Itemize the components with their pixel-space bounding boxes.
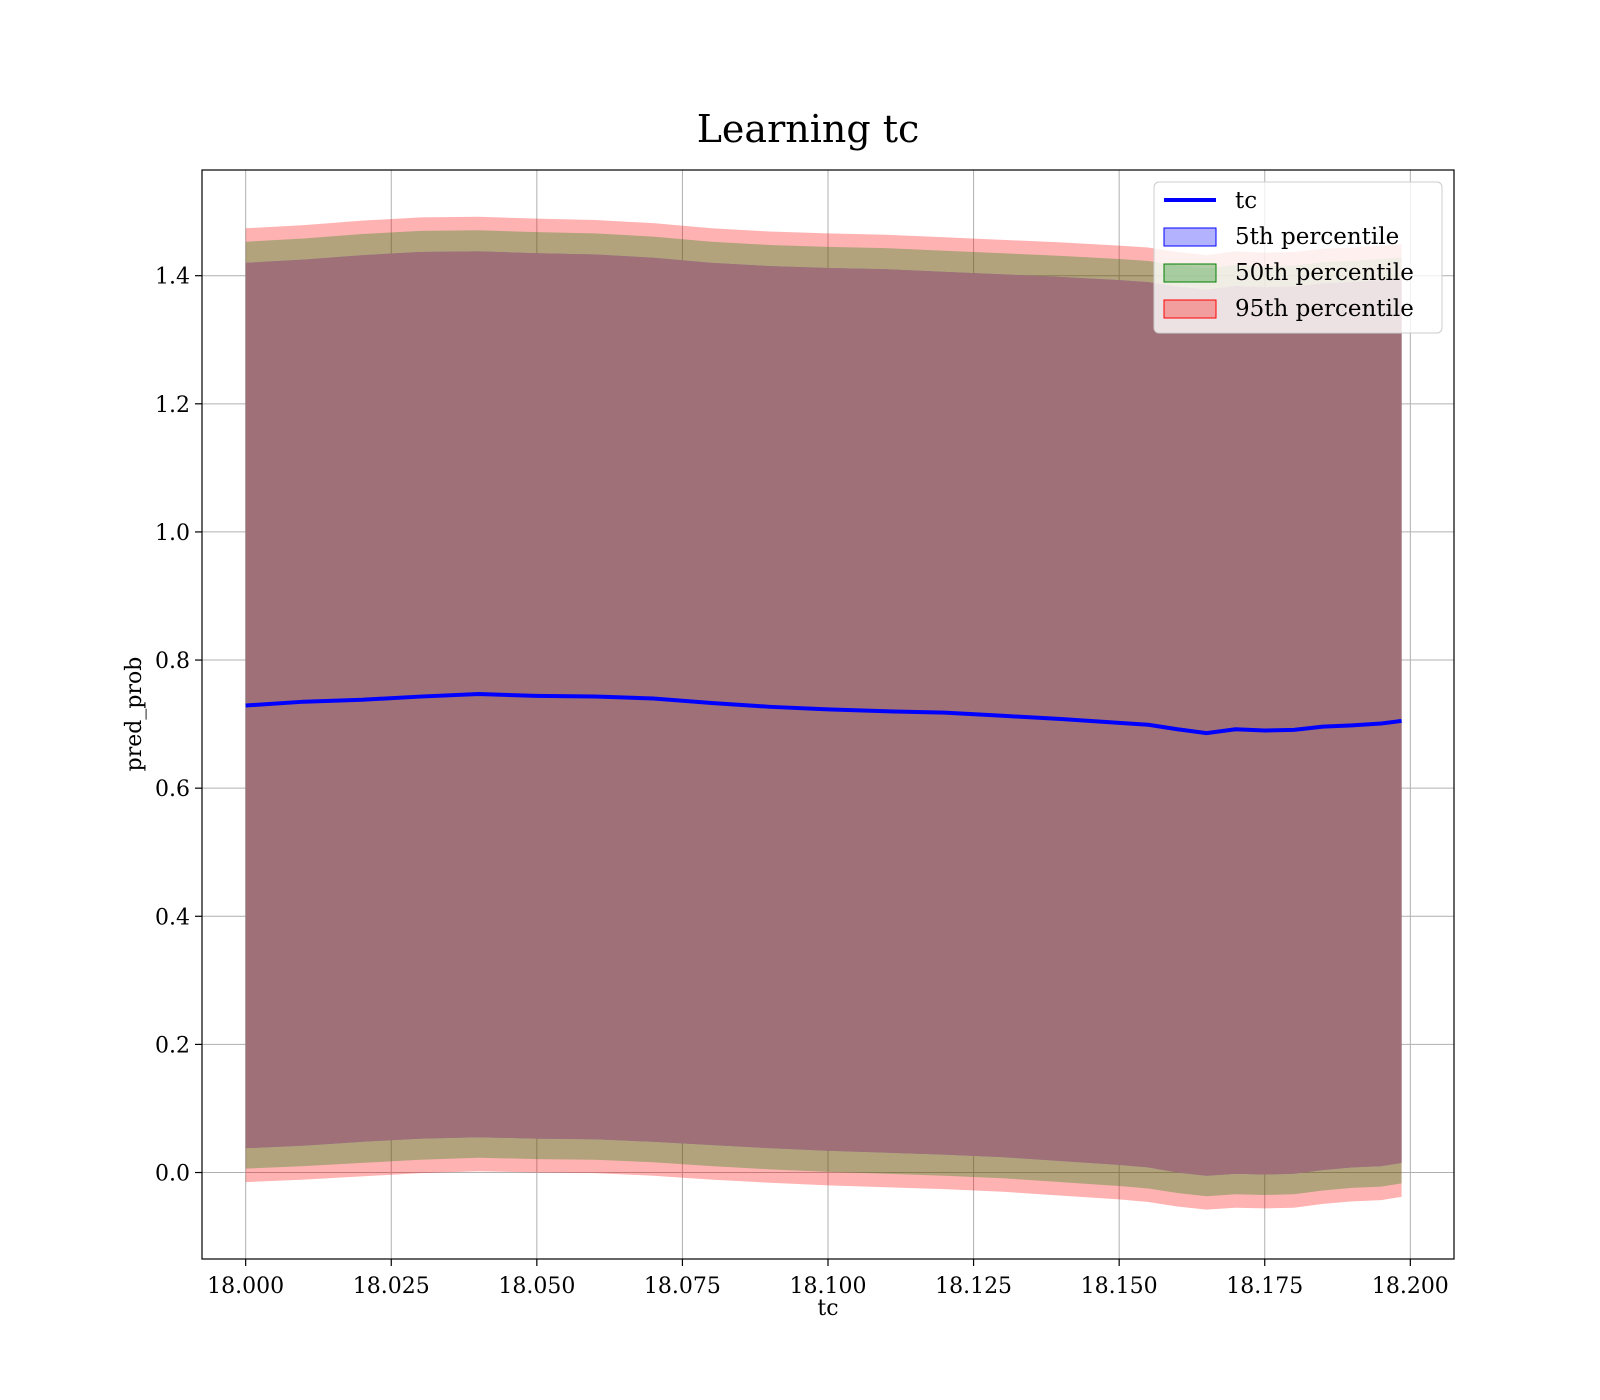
legend-swatch-95th: [1163, 299, 1217, 319]
y-tick-label-4: 0.8: [155, 649, 190, 674]
percentile-bands: [245, 216, 1402, 1210]
legend-label-tc: tc: [1235, 188, 1257, 214]
x-tick-label-0: 18.000: [207, 1274, 284, 1299]
legend-label-95th: 95th percentile: [1235, 296, 1414, 322]
y-axis-title: pred_prob: [122, 657, 147, 772]
legend-label-5th: 5th percentile: [1235, 224, 1399, 250]
x-tick-label-6: 18.150: [1081, 1274, 1158, 1299]
x-tick-label-1: 18.025: [353, 1274, 430, 1299]
x-tick-label-3: 18.075: [644, 1274, 721, 1299]
x-tick-label-2: 18.050: [498, 1274, 575, 1299]
series-lines: [245, 692, 1402, 736]
x-axis-title: tc: [817, 1296, 838, 1321]
y-tick-label-2: 0.4: [155, 905, 190, 930]
y-tick-label-0: 0.0: [155, 1162, 190, 1187]
legend-swatch-5th: [1163, 227, 1217, 247]
x-axis-ticks: 18.000 18.025 18.050 18.075 18.100 18.125 18.1…: [207, 1259, 1449, 1299]
x-tick-label-8: 18.200: [1372, 1274, 1449, 1299]
legend: tc 5th percentile 50th percentile 95th p…: [1153, 181, 1443, 334]
y-tick-label-3: 0.6: [155, 777, 190, 802]
x-tick-label-4: 18.100: [790, 1274, 867, 1299]
series-line-tc: [245, 692, 1402, 736]
legend-swatch-50th: [1163, 263, 1217, 283]
legend-box: [1153, 181, 1443, 334]
x-tick-label-5: 18.125: [935, 1274, 1012, 1299]
x-tick-label-7: 18.175: [1226, 1274, 1303, 1299]
y-tick-label-1: 0.2: [155, 1033, 190, 1058]
y-tick-label-6: 1.2: [155, 393, 190, 418]
y-axis-ticks: 0.0 0.2 0.4 0.6 0.8 1.0 1.2 1.4: [155, 265, 202, 1187]
y-tick-label-7: 1.4: [155, 265, 190, 290]
y-tick-label-5: 1.0: [155, 521, 190, 546]
band-overlap-body: [245, 251, 1402, 1176]
legend-label-50th: 50th percentile: [1235, 260, 1414, 286]
chart-title: Learning tc: [697, 107, 920, 151]
